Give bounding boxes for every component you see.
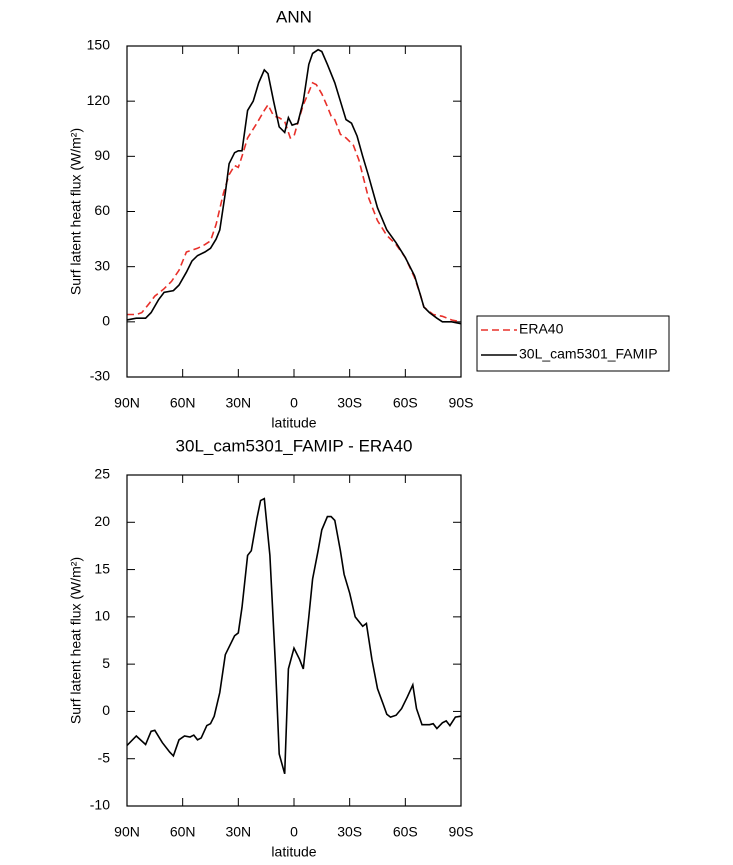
y-tick-label: -5 xyxy=(98,749,111,765)
x-tick-label: 30N xyxy=(225,395,251,411)
plot-frame xyxy=(126,474,462,807)
chart-title: ANN xyxy=(276,7,312,26)
x-tick-label: 30S xyxy=(337,824,362,840)
y-tick-label: 90 xyxy=(94,147,110,163)
y-tick-label: 5 xyxy=(102,655,110,671)
x-tick-label: 60N xyxy=(170,395,196,411)
x-tick-label: 90N xyxy=(114,824,140,840)
x-axis-label: latitude xyxy=(271,844,316,860)
y-tick-label: 30 xyxy=(94,257,110,273)
x-tick-label: 60N xyxy=(170,824,196,840)
y-tick-label: 150 xyxy=(87,37,111,53)
legend-label: 30L_cam5301_FAMIP xyxy=(519,346,658,362)
y-tick-label: 25 xyxy=(94,466,110,482)
x-tick-label: 90S xyxy=(449,824,474,840)
x-axis-label: latitude xyxy=(271,415,316,431)
data-line xyxy=(126,48,462,325)
y-axis-label: Surf latent heat flux (W/m²) xyxy=(68,128,84,295)
y-tick-label: 15 xyxy=(94,560,110,576)
y-tick-label: -30 xyxy=(90,368,110,384)
x-tick-label: 90N xyxy=(114,395,140,411)
y-tick-label: 60 xyxy=(94,202,110,218)
data-line xyxy=(127,81,462,323)
x-tick-label: 60S xyxy=(393,395,418,411)
y-axis-label: Surf latent heat flux (W/m²) xyxy=(68,557,84,724)
x-tick-label: 90S xyxy=(449,395,474,411)
plot-frame xyxy=(126,45,462,378)
y-tick-label: 10 xyxy=(94,608,110,624)
x-tick-label: 0 xyxy=(290,824,298,840)
y-tick-label: 0 xyxy=(102,702,110,718)
y-tick-label: -10 xyxy=(90,797,110,813)
data-line xyxy=(126,497,462,775)
legend-box xyxy=(476,315,670,372)
legend-label: ERA40 xyxy=(519,321,564,337)
y-tick-label: 0 xyxy=(102,313,110,329)
x-tick-label: 30N xyxy=(225,824,251,840)
x-tick-label: 30S xyxy=(337,395,362,411)
y-tick-label: 120 xyxy=(87,92,111,108)
x-tick-label: 60S xyxy=(393,824,418,840)
y-tick-label: 20 xyxy=(94,513,110,529)
chart-title: 30L_cam5301_FAMIP - ERA40 xyxy=(176,436,413,455)
x-tick-label: 0 xyxy=(290,395,298,411)
